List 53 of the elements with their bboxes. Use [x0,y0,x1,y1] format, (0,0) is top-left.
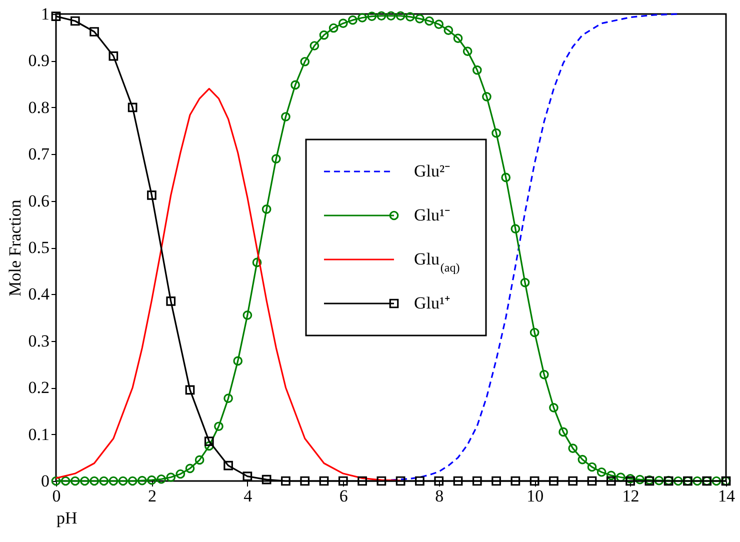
point [90,27,99,36]
y-tick-label: 0.7 [28,144,50,164]
y-tick-label: 1 [41,4,50,24]
x-tick-label: 6 [339,486,348,506]
point [472,476,482,486]
legend-label: Glu¹⁺ [414,294,451,312]
y-tick-label: 0.4 [28,284,50,304]
point [549,476,558,486]
point [453,476,463,486]
point [262,474,272,484]
point [510,476,520,486]
point [204,436,214,446]
point [338,476,348,486]
x-tick-label: 8 [435,486,444,506]
point [396,476,406,486]
point [281,476,290,486]
y-tick-label: 0.3 [28,331,50,350]
y-tick-label: 0.2 [28,378,50,398]
y-tick-label: 0.6 [28,191,50,210]
point [530,476,540,486]
point [587,476,597,486]
point [376,476,386,486]
point [319,476,329,486]
point [108,51,118,61]
point [568,476,578,486]
y-tick-label: 0 [41,472,50,490]
x-tick-label: 2 [148,486,156,506]
point [224,460,233,470]
y-tick-label: 0.5 [28,238,50,257]
legend-label: Glu²⁻ [414,162,451,180]
x-tick-label: 14 [718,486,736,506]
x-tick-label: 10 [526,486,544,506]
point [242,472,252,482]
point [358,476,367,486]
y-axis-title: Mole Fraction [5,199,24,296]
x-tick-label: 4 [244,486,253,506]
y-tick-label: 0.9 [28,51,50,70]
point [434,476,444,486]
point [606,476,616,486]
point [492,476,501,486]
point [70,16,80,26]
point [128,102,138,112]
point [626,476,635,486]
point [415,476,424,486]
point [300,476,310,486]
legend-label: Glu¹⁻ [414,206,451,224]
point [185,385,195,395]
x-axis-title: pH [56,508,78,528]
x-tick-label: 12 [622,486,640,506]
y-tick-label: 0.1 [28,424,50,444]
point [166,296,176,306]
point [147,190,156,200]
y-tick-label: 0.8 [28,98,50,117]
